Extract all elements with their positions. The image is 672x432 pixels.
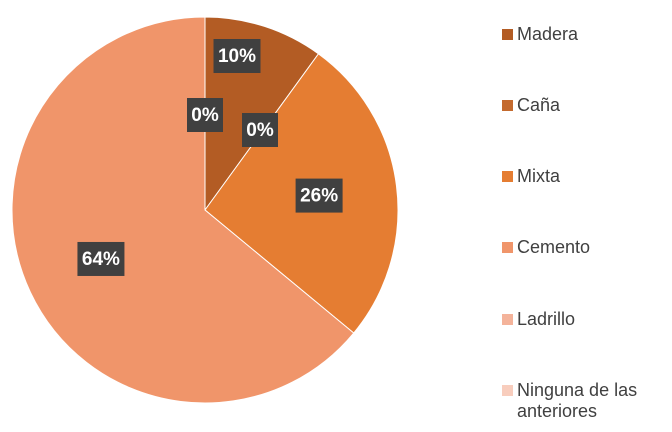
data-label: 0% — [246, 120, 274, 141]
pie-area: 10% 0% 26% 64% 0% — [11, 16, 399, 404]
label-box — [213, 39, 261, 73]
legend-label: Ladrillo — [517, 309, 576, 329]
legend-label: Cemento — [517, 237, 591, 257]
legend-swatch — [502, 242, 513, 253]
data-label: 26% — [300, 186, 338, 207]
legend-item: Mixta — [502, 166, 662, 187]
legend-label: Caña — [517, 95, 561, 115]
label-box — [187, 98, 223, 132]
legend-swatch — [502, 314, 513, 325]
legend-item: Madera — [502, 24, 662, 45]
label-box — [295, 178, 343, 213]
label-box — [242, 113, 278, 147]
data-label: 0% — [191, 105, 219, 126]
legend-item: Caña — [502, 95, 662, 116]
legend-label: Madera — [517, 24, 579, 44]
pie-slice — [11, 16, 355, 404]
legend-swatch — [502, 100, 513, 111]
legend-label: Mixta — [517, 166, 561, 186]
legend-item: Ninguna de las anteriores — [502, 380, 662, 422]
legend-swatch — [502, 171, 513, 182]
label-box — [77, 241, 125, 276]
legend: Madera Caña Mixta Cemento Ladrillo Ninguna de… — [487, 0, 672, 432]
data-label: 10% — [218, 46, 256, 67]
data-label: 64% — [82, 249, 120, 270]
legend-label: Ninguna de las anteriores — [517, 380, 638, 421]
legend-item: Cemento — [502, 237, 662, 258]
legend-swatch — [502, 385, 513, 396]
legend-swatch — [502, 29, 513, 40]
legend-item: Ladrillo — [502, 309, 662, 330]
